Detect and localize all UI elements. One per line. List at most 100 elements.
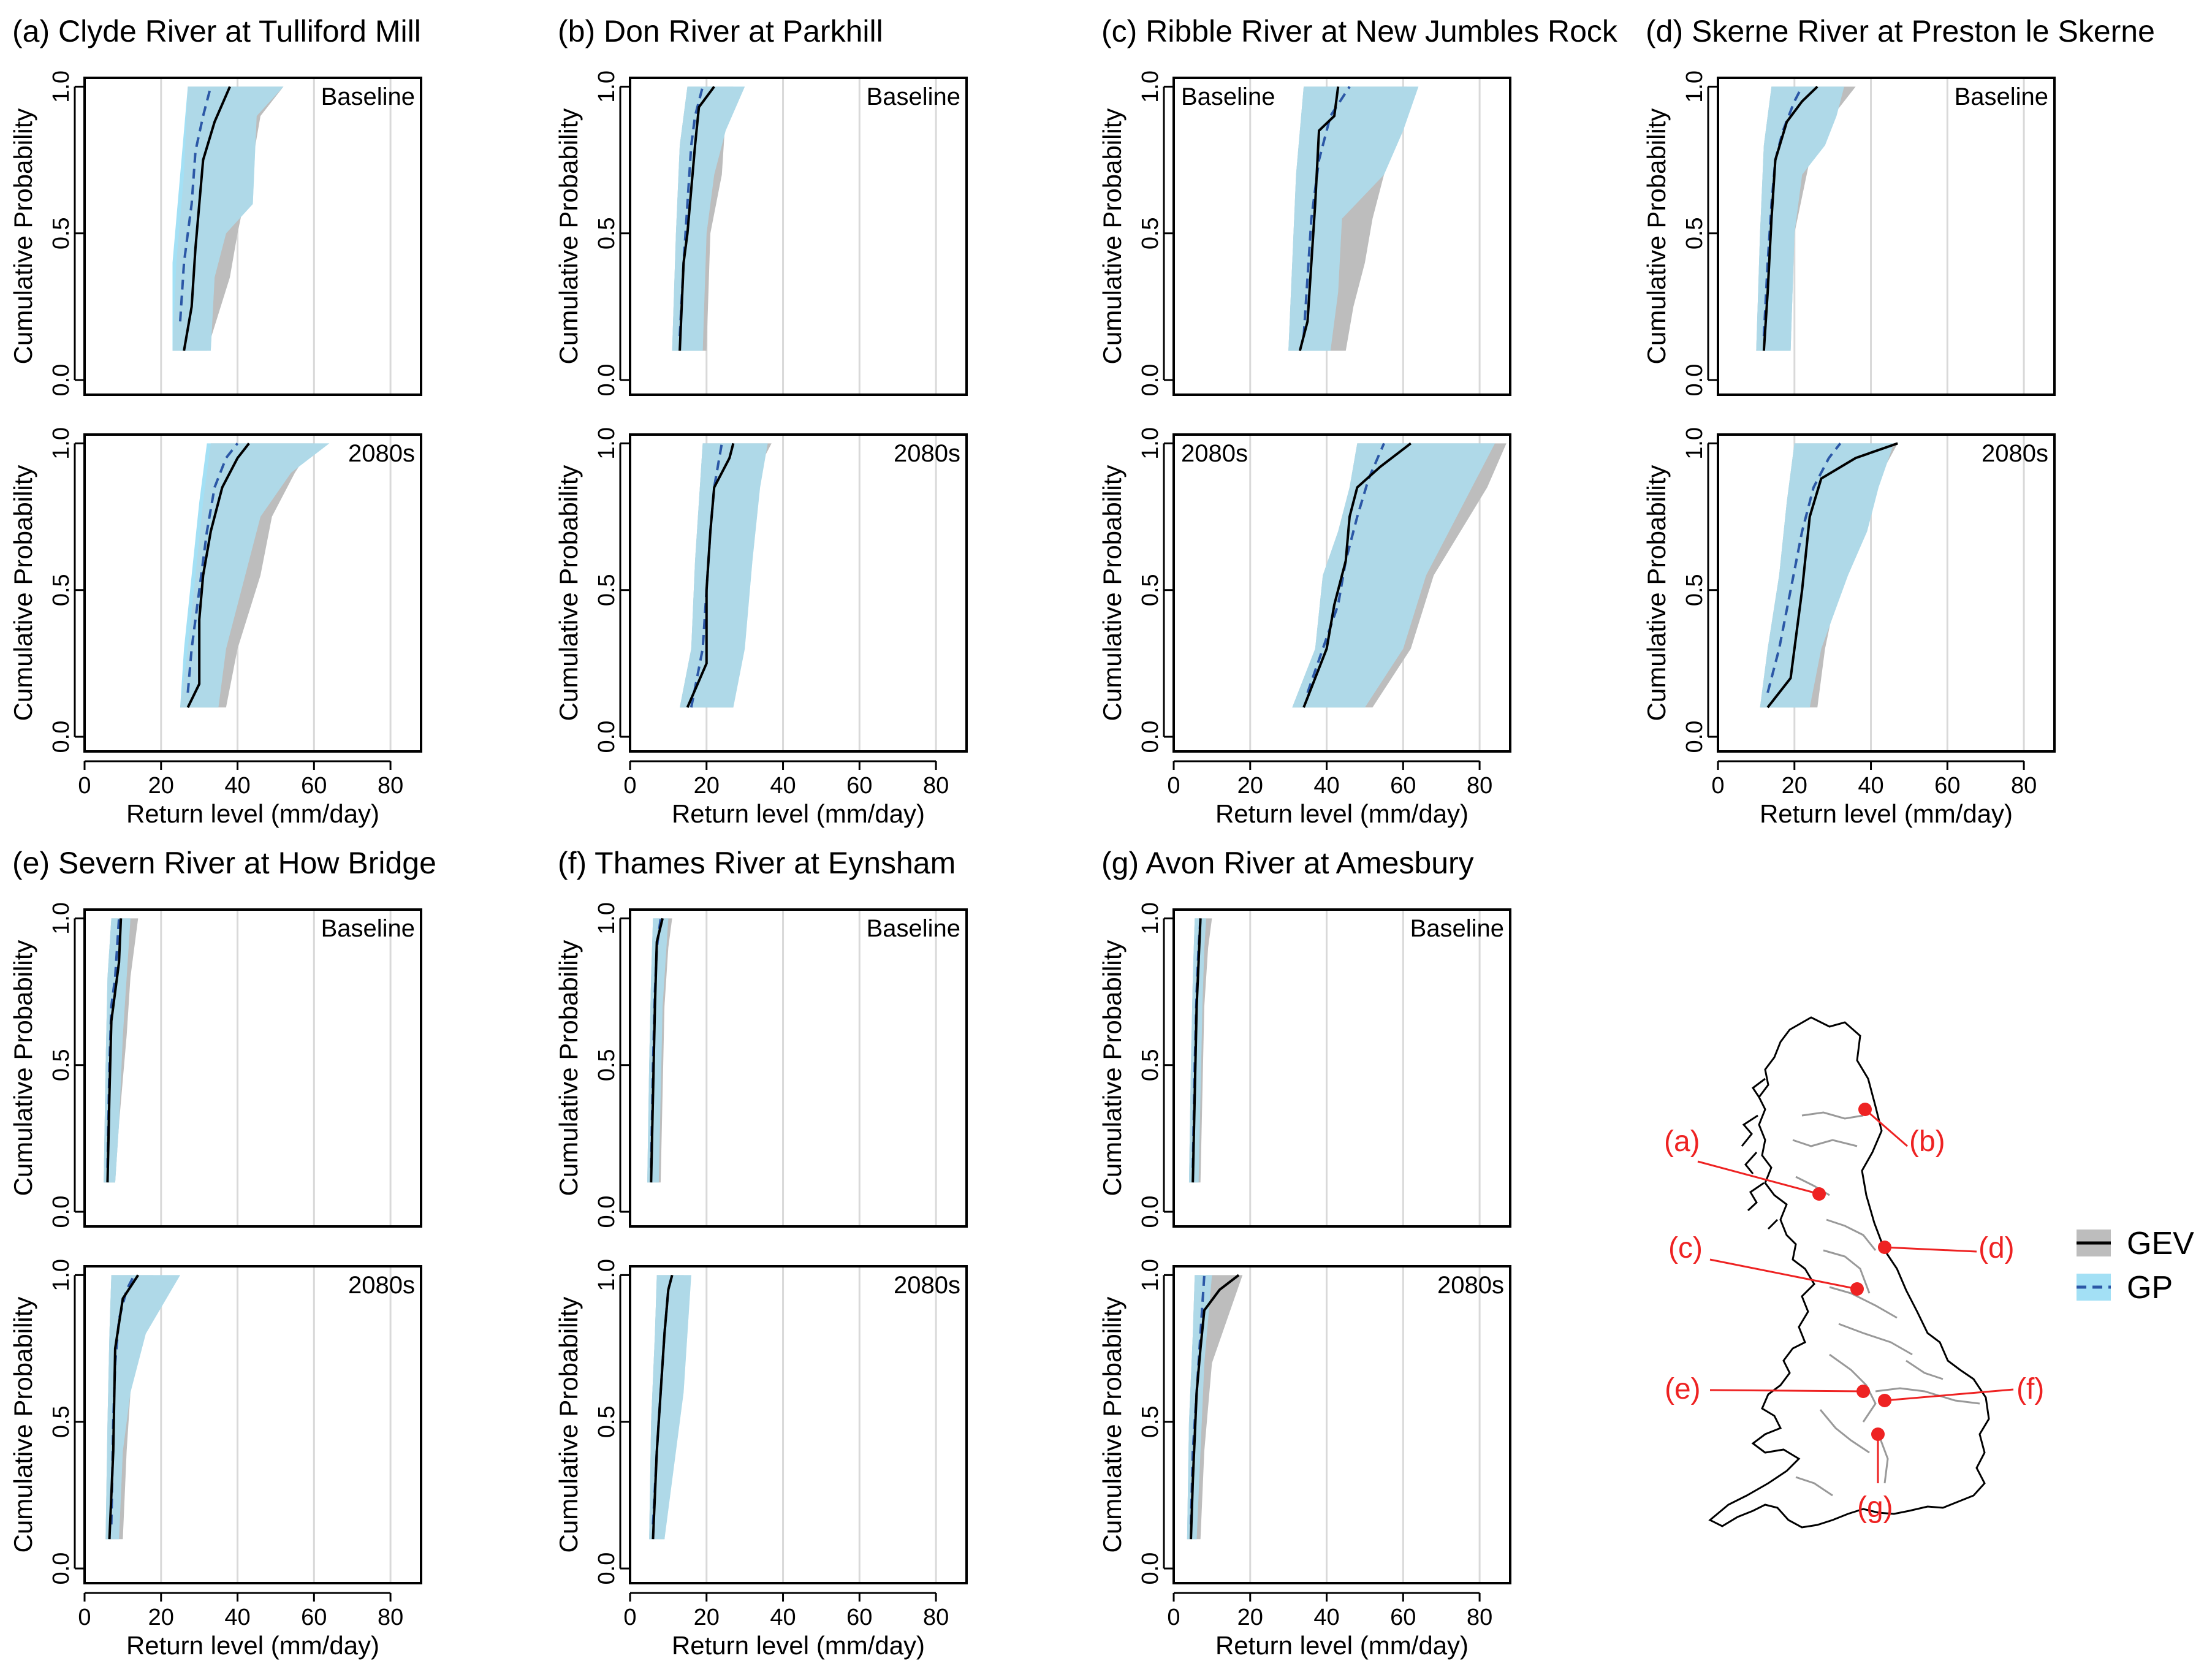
gev-series-line <box>1302 442 1412 708</box>
x-tick-label: 40 <box>770 773 796 799</box>
y-axis-label: Cumulative Probability <box>1098 1297 1127 1553</box>
chart-c: (c) Ribble River at New Jumbles Rock Base… <box>1098 14 1618 828</box>
plot-frame <box>1172 908 1511 1228</box>
y-axis-label: Cumulative Probability <box>554 1297 583 1553</box>
x-axis-label: Return level (mm/day) <box>1215 799 1469 828</box>
y-tick-label: 0.0 <box>48 364 74 397</box>
panel-2080s: 2080s 0.0 0.5 1.0 Cumulative Probability 0 20 4… <box>1098 427 1511 828</box>
y-tick-label: 0.5 <box>48 217 74 249</box>
plot-frame <box>83 77 422 396</box>
y-tick-label: 1.0 <box>48 1259 74 1291</box>
y-tick-label: 0.5 <box>1138 1049 1163 1081</box>
map-label-a: (a) <box>1664 1125 1700 1158</box>
gp-series-line <box>186 443 239 693</box>
x-tick-label: 0 <box>623 773 636 799</box>
y-tick-label: 0.5 <box>594 574 620 606</box>
x-tick-label: 20 <box>694 773 720 799</box>
band-overlap <box>680 443 768 708</box>
y-tick-label: 0.0 <box>594 721 620 753</box>
gev-series-line <box>186 443 250 709</box>
x-tick-label: 60 <box>301 1605 327 1630</box>
band-overlap <box>104 918 131 1183</box>
map-label-c: (c) <box>1668 1232 1703 1264</box>
x-tick-label: 60 <box>846 1605 872 1630</box>
y-tick-label: 1.0 <box>1682 70 1708 103</box>
chart-d: (d) Skerne River at Preston le Skerne Bas… <box>1642 14 2155 828</box>
chart-g: (g) Avon River at Amesbury Baseline 0.0 0.5… <box>1098 846 1511 1660</box>
y-axis-label: Cumulative Probability <box>1098 940 1127 1196</box>
panel-2080s: 2080s 0.0 0.5 1.0 Cumulative Probability 0 20 4… <box>554 1259 968 1660</box>
gev-series-line <box>650 918 664 1183</box>
gev-series-line <box>652 1274 674 1540</box>
chart-title: (d) Skerne River at Preston le Skerne <box>1646 14 2155 48</box>
plot-frame <box>1717 77 2056 396</box>
leader-line-b <box>1864 1108 1908 1147</box>
y-tick-label: 0.0 <box>48 721 74 753</box>
y-tick-label: 0.0 <box>594 1553 620 1585</box>
y-tick-label: 1.0 <box>594 1259 620 1291</box>
y-tick-label: 0.0 <box>1138 364 1163 397</box>
x-tick-label: 0 <box>78 1605 91 1630</box>
x-tick-label: 0 <box>623 1605 636 1630</box>
x-tick-label: 80 <box>923 1605 949 1630</box>
y-axis-label: Cumulative Probability <box>554 108 583 365</box>
x-axis-label: Return level (mm/day) <box>126 799 379 828</box>
y-tick-label: 1.0 <box>48 427 74 460</box>
y-axis-label: Cumulative Probability <box>1098 465 1127 721</box>
leader-line-f <box>1884 1388 2014 1402</box>
chart-title: (a) Clyde River at Tulliford Mill <box>12 14 421 48</box>
gev-series-line <box>108 1274 140 1540</box>
y-axis-label: Cumulative Probability <box>1642 465 1671 721</box>
plot-frame <box>1172 433 1511 753</box>
y-tick-label: 0.0 <box>594 1196 620 1228</box>
panel-baseline: Baseline 0.0 0.5 1.0 Cumulative Probability <box>9 70 422 397</box>
x-tick-label: 60 <box>301 773 327 799</box>
band-overlap <box>105 1275 180 1540</box>
gev-series-line <box>1766 442 1898 709</box>
chart-e: (e) Severn River at How Bridge Baseline 0.… <box>9 846 436 1660</box>
y-axis-label: Cumulative Probability <box>9 465 37 721</box>
gp-series-line <box>178 86 212 322</box>
plot-frame <box>83 908 422 1228</box>
panel-baseline: Baseline 0.0 0.5 1.0 Cumulative Probability <box>554 902 968 1228</box>
y-axis-label: Cumulative Probability <box>9 1297 37 1553</box>
chart-b: (b) Don River at Parkhill Baseline 0.0 0.5 1… <box>554 14 968 828</box>
period-label: Baseline <box>321 915 415 942</box>
x-tick-label: 40 <box>1858 773 1883 799</box>
x-tick-label: 20 <box>1237 1605 1263 1630</box>
y-tick-label: 1.0 <box>1682 427 1708 460</box>
gev-series-line <box>686 443 735 708</box>
chart-a: (a) Clyde River at Tulliford Mill Baselin… <box>9 14 422 828</box>
gev-series-line <box>183 86 231 351</box>
panel-baseline: Baseline 0.0 0.5 1.0 Cumulative Probability <box>9 902 422 1228</box>
legend: GEV GP <box>2077 1226 2194 1306</box>
chart-title: (f) Thames River at Eynsham <box>558 846 956 880</box>
y-tick-label: 0.5 <box>1138 574 1163 606</box>
uk-west-coast-islands <box>1741 1078 1779 1230</box>
uk-outline <box>1708 1016 1990 1529</box>
period-label: 2080s <box>894 440 960 467</box>
plot-frame <box>1717 433 2056 753</box>
period-label: 2080s <box>1982 440 2048 467</box>
map-label-e: (e) <box>1665 1373 1701 1405</box>
leader-line-e <box>1709 1389 1864 1393</box>
band-overlap <box>172 86 284 351</box>
x-tick-label: 20 <box>148 773 174 799</box>
map-label-f: (f) <box>2016 1373 2044 1405</box>
period-label: 2080s <box>348 440 415 467</box>
y-tick-label: 1.0 <box>594 902 620 935</box>
y-tick-label: 1.0 <box>594 70 620 103</box>
y-tick-label: 0.0 <box>1138 1196 1163 1228</box>
x-axis-label: Return level (mm/day) <box>672 799 925 828</box>
period-label: 2080s <box>1437 1272 1504 1299</box>
panel-2080s: 2080s 0.0 0.5 1.0 Cumulative Probability 0 20 4… <box>9 1259 422 1660</box>
y-tick-label: 0.5 <box>48 1049 74 1081</box>
plot-frame <box>1172 77 1511 396</box>
gp-series-line <box>1766 443 1842 693</box>
x-tick-label: 0 <box>78 773 91 799</box>
period-label: Baseline <box>1955 83 2048 110</box>
x-tick-label: 40 <box>224 773 250 799</box>
x-tick-label: 80 <box>378 1605 403 1630</box>
band-overlap <box>649 1275 691 1540</box>
x-tick-label: 80 <box>1467 773 1492 799</box>
